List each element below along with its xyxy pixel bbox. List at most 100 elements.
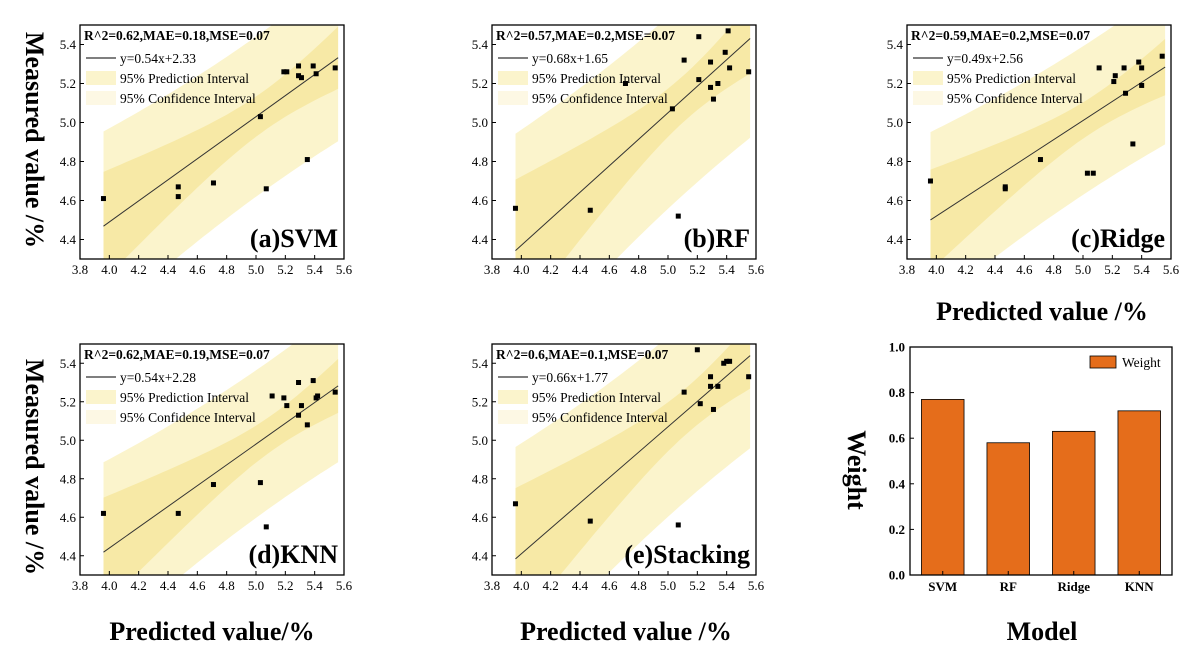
y-tick-label: 0.8 — [889, 385, 906, 400]
x-tick-label: 5.4 — [307, 262, 324, 277]
legend-confidence-label: 95% Confidence Interval — [532, 91, 668, 106]
data-point-9 — [708, 84, 714, 90]
data-point-7 — [696, 77, 702, 83]
y-tick-label: 4.8 — [60, 471, 76, 486]
legend-weight-swatch — [1089, 355, 1117, 369]
x-tick-label: 5.2 — [277, 262, 293, 277]
data-point-3 — [257, 480, 263, 486]
data-point-3 — [210, 180, 216, 186]
data-point-7 — [1111, 79, 1117, 85]
x-category-label: Ridge — [1058, 579, 1091, 594]
stats-text: R^2=0.6,MAE=0.1,MSE=0.07 — [496, 347, 669, 362]
data-point-10 — [298, 403, 304, 409]
data-point-1 — [587, 518, 593, 524]
data-point-13 — [746, 374, 752, 380]
y-tick-label: 5.4 — [887, 37, 904, 52]
data-point-1 — [587, 207, 593, 213]
legend-prediction-label: 95% Prediction Interval — [120, 71, 249, 86]
data-point-4 — [1084, 170, 1090, 176]
legend-confidence-swatch — [86, 410, 116, 424]
y-tick-label: 5.2 — [472, 76, 488, 91]
y-tick-label: 5.0 — [472, 115, 488, 130]
data-point-15 — [332, 389, 338, 395]
x-tick-label: 5.2 — [1104, 262, 1120, 277]
x-tick-label: 5.0 — [660, 578, 676, 593]
x-tick-label: 3.8 — [484, 262, 500, 277]
data-point-8 — [708, 59, 714, 65]
measured-ylabel-top: Measured value /% — [20, 32, 49, 248]
y-tick-label: 4.6 — [472, 193, 489, 208]
x-tick-label: 4.0 — [513, 578, 529, 593]
data-point-10 — [1123, 90, 1129, 96]
bar-svm — [921, 399, 965, 576]
data-point-12 — [310, 63, 316, 69]
x-tick-label: 4.2 — [131, 578, 147, 593]
x-tick-label: 4.4 — [572, 262, 589, 277]
data-point-13 — [1139, 65, 1145, 71]
scatter-panel-4: 3.8 4.0 4.2 4.4 4.6 4.8 5.0 5.2 5.4 5.6 4.4 4.6 4.8 5… — [472, 343, 765, 593]
x-tick-label: 4.6 — [189, 262, 206, 277]
y-tick-label: 5.4 — [60, 37, 77, 52]
fit-line — [515, 355, 751, 560]
data-point-4 — [694, 347, 700, 353]
panel-label: (e)Stacking — [624, 540, 750, 569]
data-point-13 — [725, 28, 731, 34]
scatter-panel-1: 3.8 4.0 4.2 4.4 4.6 4.8 5.0 5.2 5.4 5.6 4.4 4.6 4.8 5… — [472, 24, 765, 277]
y-tick-label: 5.2 — [60, 76, 76, 91]
x-tick-label: 4.2 — [543, 262, 559, 277]
data-point-11 — [724, 358, 730, 364]
axes-frame — [906, 24, 1172, 260]
axes-frame — [909, 346, 1173, 576]
data-point-0 — [927, 178, 933, 184]
x-tick-label: 3.8 — [899, 262, 915, 277]
x-tick-label: 5.4 — [1134, 262, 1151, 277]
y-tick-label: 4.6 — [887, 193, 904, 208]
x-tick-label: 5.0 — [660, 262, 676, 277]
data-point-6 — [696, 34, 702, 40]
legend-confidence-swatch — [498, 91, 528, 105]
data-point-10 — [710, 96, 716, 102]
y-tick-label: 4.4 — [60, 232, 77, 247]
x-tick-label: 5.6 — [1163, 262, 1180, 277]
x-tick-label: 4.0 — [101, 578, 117, 593]
legend-confidence-label: 95% Confidence Interval — [947, 91, 1083, 106]
y-tick-label: 4.6 — [60, 193, 77, 208]
panel-label: (c)Ridge — [1071, 224, 1165, 253]
data-point-12 — [1136, 59, 1142, 65]
fit-line — [515, 38, 751, 252]
data-point-0 — [512, 205, 518, 211]
y-tick-label: 5.4 — [60, 356, 77, 371]
x-tick-label: 3.8 — [72, 578, 88, 593]
y-tick-label: 0.4 — [889, 476, 906, 491]
data-point-8 — [1112, 73, 1118, 79]
y-tick-label: 4.4 — [472, 548, 489, 563]
data-point-0 — [100, 510, 106, 516]
data-point-9 — [715, 383, 721, 389]
legend-confidence-label: 95% Confidence Interval — [120, 410, 256, 425]
axes-frame — [491, 24, 757, 260]
data-point-5 — [269, 393, 275, 399]
data-point-4 — [257, 114, 263, 120]
data-point-12 — [722, 49, 728, 55]
data-point-15 — [1159, 53, 1165, 59]
data-point-8 — [710, 406, 716, 412]
legend-prediction-swatch — [86, 71, 116, 85]
legend-confidence-swatch — [498, 410, 528, 424]
y-tick-label: 4.8 — [472, 154, 488, 169]
x-tick-label: 4.8 — [219, 578, 235, 593]
legend-prediction-label: 95% Prediction Interval — [532, 390, 661, 405]
bar-ridge — [1052, 430, 1096, 576]
y-tick-label: 4.4 — [472, 232, 489, 247]
ridge-xlabel: Predicted value /% — [936, 297, 1148, 326]
data-point-6 — [1096, 65, 1102, 71]
x-tick-label: 4.2 — [131, 262, 147, 277]
x-tick-label: 4.8 — [219, 262, 235, 277]
data-point-10 — [298, 75, 304, 81]
fit-line — [103, 57, 339, 227]
data-point-7 — [284, 69, 290, 75]
legend-prediction-swatch — [498, 390, 528, 404]
data-point-1 — [175, 510, 181, 516]
x-category-label: KNN — [1125, 579, 1155, 594]
y-tick-label: 5.0 — [60, 433, 76, 448]
y-tick-label: 4.8 — [887, 154, 903, 169]
